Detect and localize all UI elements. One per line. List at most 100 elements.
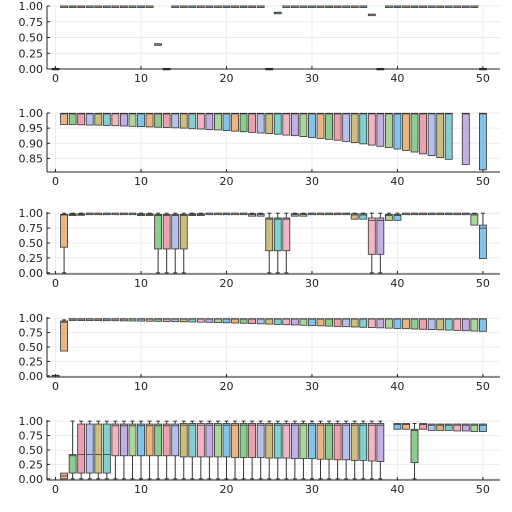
box-30 bbox=[308, 212, 316, 216]
box-12 bbox=[154, 318, 163, 322]
box-37 bbox=[367, 13, 376, 17]
x-tick-label: 30 bbox=[305, 72, 319, 85]
box-34 bbox=[342, 5, 351, 8]
box-14 bbox=[171, 5, 180, 8]
box-40 bbox=[393, 5, 402, 8]
box-body bbox=[393, 423, 402, 430]
box-body bbox=[128, 112, 137, 127]
box-body bbox=[402, 112, 410, 151]
box-body bbox=[333, 423, 342, 461]
y-tick-label: 1.00 bbox=[19, 207, 44, 220]
box-22 bbox=[239, 212, 248, 216]
box-19 bbox=[214, 212, 222, 216]
box-body bbox=[214, 423, 222, 458]
box-body bbox=[444, 318, 453, 331]
box-46 bbox=[444, 5, 453, 8]
box-body bbox=[350, 423, 359, 461]
box-41 bbox=[402, 212, 410, 216]
y-tick-label: 1.00 bbox=[19, 0, 44, 13]
box-body bbox=[205, 423, 214, 458]
y-tick-label: 0.25 bbox=[19, 355, 44, 368]
chart-panel-4: 0 10 20 30 40 50 0.00 0.250.500.75 1.00 bbox=[19, 312, 500, 393]
box-7 bbox=[111, 420, 120, 480]
box-body bbox=[282, 217, 291, 252]
box-5 bbox=[94, 212, 103, 216]
box-2 bbox=[68, 212, 77, 216]
box-49 bbox=[470, 318, 479, 332]
box-41 bbox=[402, 5, 410, 8]
box-body bbox=[137, 423, 145, 457]
box-11 bbox=[145, 112, 154, 128]
box-41 bbox=[402, 112, 410, 151]
box-38 bbox=[376, 318, 385, 329]
box-body bbox=[290, 213, 299, 217]
box-body bbox=[436, 112, 445, 158]
box-39 bbox=[384, 5, 393, 8]
y-tick-label: 0.75 bbox=[19, 430, 44, 443]
box-body bbox=[60, 320, 68, 352]
box-22 bbox=[239, 112, 248, 133]
box-14 bbox=[171, 112, 180, 129]
box-7 bbox=[111, 212, 120, 216]
box-body bbox=[94, 423, 103, 474]
box-body bbox=[231, 423, 239, 458]
box-body bbox=[68, 112, 77, 125]
box-15 bbox=[179, 318, 188, 323]
box-49 bbox=[470, 423, 479, 432]
box-33 bbox=[333, 5, 342, 8]
box-2 bbox=[68, 318, 77, 321]
box-24 bbox=[256, 112, 265, 134]
box-body bbox=[256, 423, 265, 458]
box-45 bbox=[436, 5, 445, 8]
box-15 bbox=[179, 212, 188, 274]
box-44 bbox=[427, 212, 436, 216]
box-32 bbox=[325, 112, 333, 140]
box-body bbox=[188, 423, 197, 458]
box-3 bbox=[77, 212, 86, 216]
box-body bbox=[410, 428, 419, 464]
box-13 bbox=[162, 420, 171, 480]
box-11 bbox=[145, 420, 154, 480]
box-16 bbox=[188, 5, 197, 8]
x-tick-label: 30 bbox=[305, 483, 319, 496]
box-10 bbox=[137, 318, 145, 322]
box-body bbox=[376, 423, 385, 462]
box-body bbox=[384, 213, 393, 221]
box-40 bbox=[393, 318, 402, 329]
box-10 bbox=[137, 5, 145, 8]
box-body bbox=[470, 318, 479, 332]
box-14 bbox=[171, 212, 180, 274]
box-43 bbox=[419, 212, 427, 216]
box-30 bbox=[308, 420, 316, 480]
box-25 bbox=[265, 212, 274, 274]
box-20 bbox=[222, 420, 231, 480]
box-body bbox=[427, 112, 436, 157]
box-body bbox=[145, 112, 154, 128]
box-21 bbox=[231, 212, 239, 216]
box-26 bbox=[273, 11, 282, 15]
box-35 bbox=[350, 318, 359, 328]
box-19 bbox=[214, 5, 222, 8]
box-46 bbox=[444, 112, 453, 160]
box-7 bbox=[111, 5, 120, 8]
box-body bbox=[384, 318, 393, 329]
box-17 bbox=[196, 318, 205, 323]
box-18 bbox=[205, 212, 214, 216]
x-tick-label: 10 bbox=[134, 380, 148, 393]
box-32 bbox=[325, 212, 333, 216]
y-tick-label: 0.75 bbox=[19, 327, 44, 340]
box-15 bbox=[179, 5, 188, 8]
box-49 bbox=[470, 212, 479, 226]
box-45 bbox=[436, 423, 445, 431]
box-6 bbox=[102, 420, 111, 480]
box-20 bbox=[222, 5, 231, 8]
chart-panel-1: 0 10 20 30 40 50 0.00 0.25 0.50 0.75 1.00 bbox=[19, 0, 500, 85]
box-29 bbox=[299, 112, 308, 138]
box-body bbox=[316, 112, 325, 139]
box-32 bbox=[325, 318, 333, 327]
y-tick-label: 0.75 bbox=[19, 16, 44, 29]
box-5 bbox=[94, 420, 103, 480]
box-body bbox=[154, 112, 163, 128]
box-13 bbox=[162, 212, 171, 274]
box-body bbox=[188, 112, 197, 130]
